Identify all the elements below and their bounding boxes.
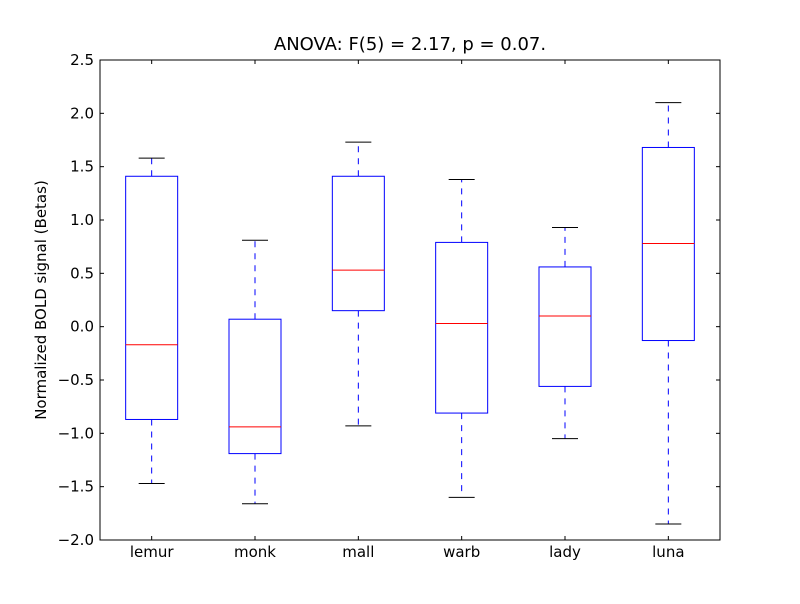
chart-title: ANOVA: F(5) = 2.17, p = 0.07. bbox=[274, 34, 546, 55]
y-tick-label: 0.0 bbox=[70, 318, 94, 336]
y-tick-label: 2.0 bbox=[70, 104, 94, 122]
y-tick-label: 1.0 bbox=[70, 211, 94, 229]
x-tick-label: lemur bbox=[130, 543, 175, 561]
y-tick-label: −1.5 bbox=[58, 478, 94, 496]
y-axis-label: Normalized BOLD signal (Betas) bbox=[32, 180, 50, 420]
x-tick-label: lady bbox=[549, 543, 581, 561]
x-tick-label: monk bbox=[234, 543, 276, 561]
box-lemur bbox=[125, 175, 179, 420]
y-tick-label: 2.5 bbox=[70, 51, 94, 69]
y-tick-label: 1.5 bbox=[70, 158, 94, 176]
y-tick-label: −0.5 bbox=[58, 371, 94, 389]
box-luna bbox=[641, 146, 695, 342]
y-tick-label: −2.0 bbox=[58, 531, 94, 549]
box-monk bbox=[228, 318, 282, 455]
y-tick-label: −1.0 bbox=[58, 424, 94, 442]
plot-area-frame bbox=[99, 59, 721, 541]
box-mall bbox=[331, 175, 385, 312]
box-lady bbox=[538, 266, 592, 387]
x-tick-label: luna bbox=[652, 543, 684, 561]
box-warb bbox=[435, 241, 489, 414]
y-tick-label: 0.5 bbox=[70, 264, 94, 282]
x-tick-label: warb bbox=[443, 543, 480, 561]
x-tick-label: mall bbox=[342, 543, 374, 561]
